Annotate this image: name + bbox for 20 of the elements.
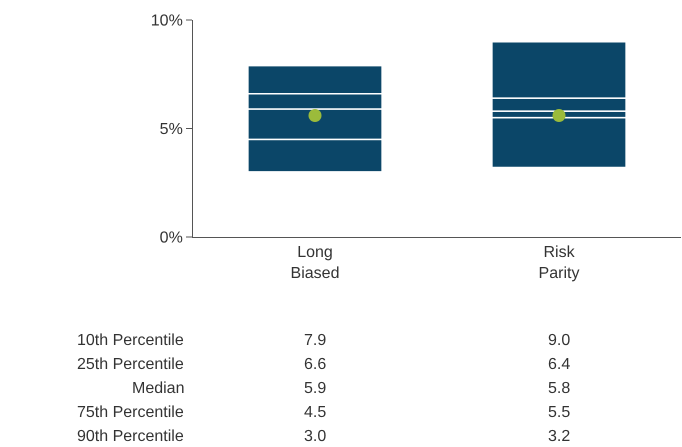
text: 4.5 [304,404,326,421]
text: 5.5 [548,404,570,421]
y-tick-label: 10% [150,12,183,30]
text: 7.9 [304,332,326,349]
text: 90th Percentile [77,428,184,445]
x-tick-label: Risk Parity [538,244,580,282]
text: Median [132,380,184,397]
text: 3.2 [548,428,570,445]
text: 25th Percentile [77,356,184,373]
x-tick-label: Long Biased [290,244,340,282]
text: 10th Percentile [77,332,184,349]
y-tick-label: 0% [160,230,183,247]
text: 5.8 [548,380,570,397]
text: 5.9 [304,380,326,397]
y-tick-label: 5% [160,121,183,138]
text: 3.0 [304,428,326,445]
text: 6.4 [548,356,570,373]
text: 75th Percentile [77,404,184,421]
text: 6.6 [304,356,326,373]
text: 9.0 [548,332,570,349]
